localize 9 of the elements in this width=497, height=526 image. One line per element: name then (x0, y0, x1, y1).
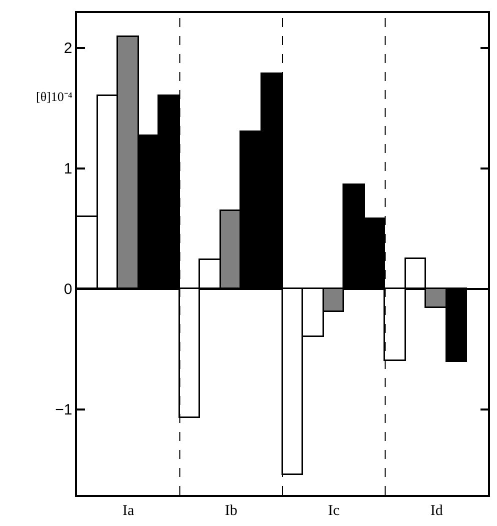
x-tick-label: Ia (122, 502, 135, 519)
x-tick-label: Ic (328, 502, 340, 519)
y-axis-title: [θ]10⁻⁴ (36, 89, 73, 104)
x-tick-label: Ib (224, 502, 238, 519)
x-tick-label: Id (430, 502, 444, 519)
y-tick-label: 1 (64, 160, 72, 178)
y-tick-label: −1 (55, 402, 72, 419)
y-tick-label: 0 (64, 281, 72, 298)
y-tick-label: 2 (64, 40, 72, 58)
